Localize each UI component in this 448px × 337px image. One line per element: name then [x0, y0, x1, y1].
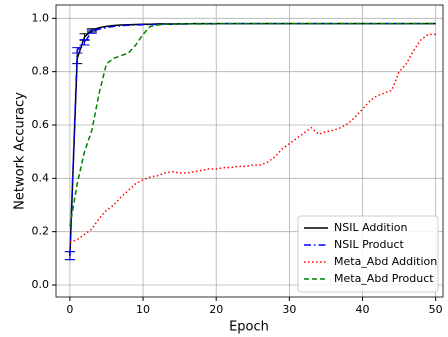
x-axis-label: Epoch [229, 320, 269, 335]
y-tick-label: 0.4 [32, 171, 50, 184]
y-tick-label: 0.0 [32, 278, 50, 291]
series-line [69, 22, 436, 227]
y-axis-label: Network Accuracy [13, 92, 28, 210]
legend-label: NSIL Product [334, 238, 405, 251]
x-tick-label: 50 [429, 303, 443, 316]
x-tick-label: 30 [282, 303, 296, 316]
legend-label: NSIL Addition [334, 221, 408, 234]
error-bar [79, 39, 90, 46]
legend-box [297, 215, 439, 293]
series-line [69, 33, 436, 244]
legend-label: Meta_Abd Product [334, 272, 434, 285]
error-bar-line [79, 39, 90, 46]
error-bar-line [72, 47, 83, 54]
y-tick-label: 0.6 [32, 118, 50, 131]
legend-label: Meta_Abd Addition [334, 255, 437, 268]
plot-frame [55, 4, 444, 298]
y-tick-label: 0.2 [32, 225, 50, 238]
x-tick-label: 20 [209, 303, 223, 316]
error-bar [86, 29, 97, 34]
error-bar [72, 47, 83, 54]
x-tick-label: 10 [136, 303, 150, 316]
y-tick-label: 0.8 [32, 65, 50, 78]
error-bar-line [86, 29, 97, 34]
error-bar [64, 251, 75, 261]
x-tick-label: 40 [356, 303, 370, 316]
x-tick-label: 0 [66, 303, 73, 316]
error-bar-line [64, 251, 75, 261]
y-tick-label: 1.0 [32, 11, 50, 24]
